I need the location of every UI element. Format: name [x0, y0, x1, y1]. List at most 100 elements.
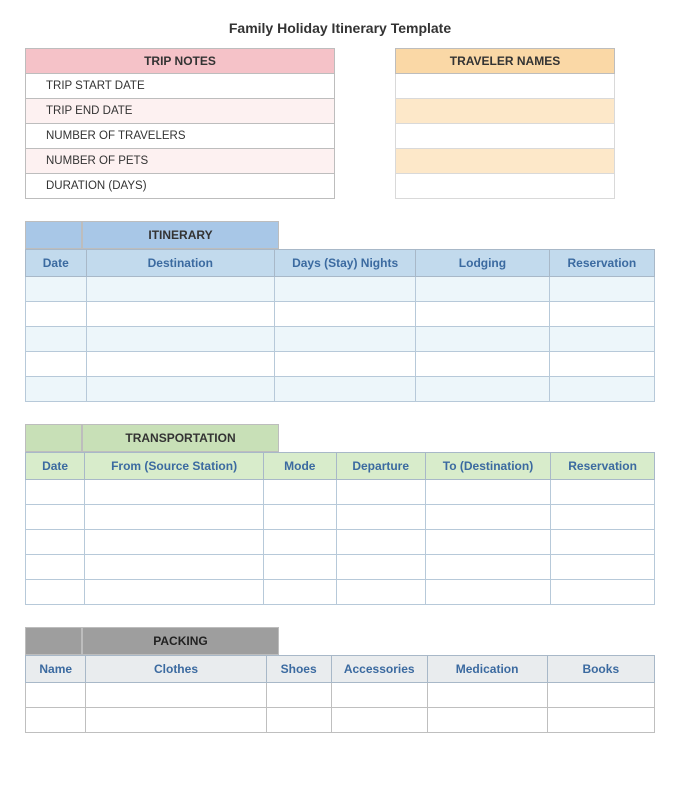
table-cell[interactable]: [86, 683, 266, 708]
column-header: To (Destination): [425, 453, 550, 480]
trip-notes-table: TRIP NOTES TRIP START DATETRIP END DATEN…: [25, 48, 335, 199]
table-cell[interactable]: [264, 530, 337, 555]
column-header: Date: [26, 250, 87, 277]
table-cell[interactable]: [551, 505, 655, 530]
traveler-name-cell[interactable]: [396, 174, 615, 199]
itinerary-section: ITINERARY DateDestinationDays (Stay) Nig…: [25, 221, 655, 402]
itinerary-tab-spacer: [25, 221, 82, 249]
packing-table: NameClothesShoesAccessoriesMedicationBoo…: [25, 655, 655, 733]
packing-title: PACKING: [82, 627, 279, 655]
table-cell[interactable]: [86, 302, 275, 327]
table-cell[interactable]: [26, 377, 87, 402]
column-header: Destination: [86, 250, 275, 277]
table-cell[interactable]: [86, 377, 275, 402]
table-cell[interactable]: [425, 555, 550, 580]
table-cell[interactable]: [549, 352, 654, 377]
table-cell[interactable]: [551, 530, 655, 555]
table-cell[interactable]: [427, 683, 547, 708]
column-header: Days (Stay) Nights: [275, 250, 416, 277]
trip-notes-row: DURATION (DAYS): [26, 174, 335, 199]
column-header: Clothes: [86, 656, 266, 683]
column-header: Accessories: [331, 656, 427, 683]
table-cell[interactable]: [549, 302, 654, 327]
table-cell[interactable]: [26, 505, 85, 530]
table-cell[interactable]: [26, 555, 85, 580]
transportation-title: TRANSPORTATION: [82, 424, 279, 452]
table-cell[interactable]: [336, 480, 425, 505]
table-cell[interactable]: [86, 352, 275, 377]
table-cell[interactable]: [275, 327, 416, 352]
column-header: Reservation: [551, 453, 655, 480]
table-cell[interactable]: [264, 505, 337, 530]
table-cell[interactable]: [275, 302, 416, 327]
table-cell[interactable]: [85, 555, 264, 580]
table-cell[interactable]: [85, 505, 264, 530]
table-cell[interactable]: [331, 708, 427, 733]
traveler-name-cell[interactable]: [396, 149, 615, 174]
table-cell[interactable]: [86, 708, 266, 733]
table-cell[interactable]: [551, 480, 655, 505]
table-cell[interactable]: [547, 708, 654, 733]
itinerary-title: ITINERARY: [82, 221, 279, 249]
column-header: Medication: [427, 656, 547, 683]
table-cell[interactable]: [266, 683, 331, 708]
table-cell[interactable]: [26, 302, 87, 327]
table-cell[interactable]: [549, 327, 654, 352]
table-cell[interactable]: [85, 580, 264, 605]
table-cell[interactable]: [26, 683, 86, 708]
table-cell[interactable]: [547, 683, 654, 708]
table-cell[interactable]: [336, 555, 425, 580]
trip-notes-header: TRIP NOTES: [26, 49, 335, 74]
table-cell[interactable]: [275, 352, 416, 377]
table-cell[interactable]: [264, 555, 337, 580]
table-cell[interactable]: [425, 480, 550, 505]
column-header: Date: [26, 453, 85, 480]
column-header: Reservation: [549, 250, 654, 277]
table-cell[interactable]: [425, 505, 550, 530]
table-cell[interactable]: [26, 530, 85, 555]
table-cell[interactable]: [416, 377, 550, 402]
table-cell[interactable]: [86, 277, 275, 302]
table-cell[interactable]: [425, 580, 550, 605]
table-cell[interactable]: [264, 580, 337, 605]
traveler-name-cell[interactable]: [396, 124, 615, 149]
table-cell[interactable]: [551, 555, 655, 580]
table-cell[interactable]: [26, 580, 85, 605]
column-header: Name: [26, 656, 86, 683]
column-header: Shoes: [266, 656, 331, 683]
packing-tab-spacer: [25, 627, 82, 655]
table-cell[interactable]: [264, 480, 337, 505]
column-header: From (Source Station): [85, 453, 264, 480]
table-cell[interactable]: [416, 327, 550, 352]
traveler-names-header: TRAVELER NAMES: [396, 49, 615, 74]
table-cell[interactable]: [26, 277, 87, 302]
table-cell[interactable]: [416, 277, 550, 302]
table-cell[interactable]: [549, 377, 654, 402]
table-cell[interactable]: [336, 505, 425, 530]
table-cell[interactable]: [266, 708, 331, 733]
transportation-section: TRANSPORTATION DateFrom (Source Station)…: [25, 424, 655, 605]
table-cell[interactable]: [416, 302, 550, 327]
table-cell[interactable]: [85, 530, 264, 555]
table-cell[interactable]: [425, 530, 550, 555]
table-cell[interactable]: [85, 480, 264, 505]
trip-notes-row: NUMBER OF TRAVELERS: [26, 124, 335, 149]
page-title: Family Holiday Itinerary Template: [25, 20, 655, 36]
table-cell[interactable]: [336, 530, 425, 555]
traveler-name-cell[interactable]: [396, 74, 615, 99]
table-cell[interactable]: [26, 480, 85, 505]
traveler-name-cell[interactable]: [396, 99, 615, 124]
table-cell[interactable]: [416, 352, 550, 377]
table-cell[interactable]: [275, 277, 416, 302]
table-cell[interactable]: [551, 580, 655, 605]
table-cell[interactable]: [336, 580, 425, 605]
table-cell[interactable]: [549, 277, 654, 302]
table-cell[interactable]: [26, 327, 87, 352]
table-cell[interactable]: [331, 683, 427, 708]
table-cell[interactable]: [427, 708, 547, 733]
table-cell[interactable]: [26, 352, 87, 377]
trip-notes-row: TRIP START DATE: [26, 74, 335, 99]
table-cell[interactable]: [275, 377, 416, 402]
table-cell[interactable]: [86, 327, 275, 352]
table-cell[interactable]: [26, 708, 86, 733]
